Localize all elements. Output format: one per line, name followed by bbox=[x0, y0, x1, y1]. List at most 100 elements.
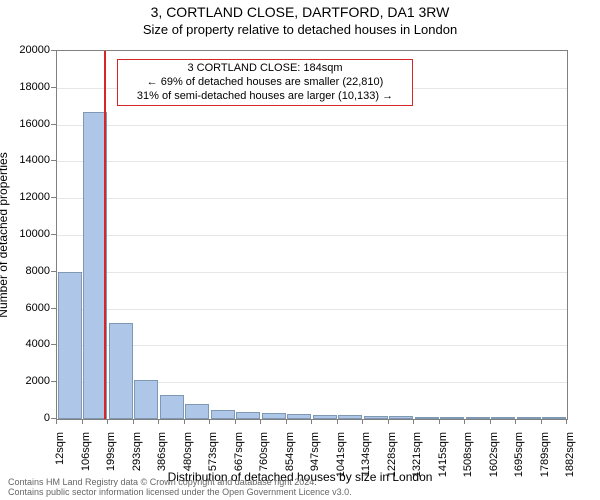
x-tick bbox=[439, 419, 440, 424]
x-tick bbox=[184, 419, 185, 424]
x-tick bbox=[235, 419, 236, 424]
histogram-bar bbox=[211, 410, 235, 419]
gridline bbox=[57, 309, 567, 310]
x-tick-label: 573sqm bbox=[207, 432, 219, 480]
y-tick-label: 18000 bbox=[2, 81, 50, 93]
y-tick bbox=[51, 50, 56, 51]
x-tick-label: 386sqm bbox=[156, 432, 168, 480]
x-tick-label: 760sqm bbox=[258, 432, 270, 480]
x-tick-label: 1789sqm bbox=[539, 432, 551, 480]
annotation-line-2: ← 69% of detached houses are smaller (22… bbox=[124, 76, 406, 90]
chart-subtitle: Size of property relative to detached ho… bbox=[0, 22, 600, 37]
chart-title: 3, CORTLAND CLOSE, DARTFORD, DA1 3RW bbox=[0, 4, 600, 20]
y-tick-label: 4000 bbox=[2, 338, 50, 350]
y-tick-label: 2000 bbox=[2, 375, 50, 387]
y-tick-label: 0 bbox=[2, 412, 50, 424]
histogram-bar bbox=[262, 413, 286, 419]
x-tick-label: 1882sqm bbox=[564, 432, 576, 480]
x-tick bbox=[286, 419, 287, 424]
x-tick-label: 480sqm bbox=[182, 432, 194, 480]
y-tick-label: 14000 bbox=[2, 154, 50, 166]
x-tick bbox=[490, 419, 491, 424]
x-tick bbox=[209, 419, 210, 424]
y-tick bbox=[51, 344, 56, 345]
x-tick-label: 106sqm bbox=[80, 432, 92, 480]
x-tick bbox=[107, 419, 108, 424]
histogram-bar bbox=[185, 404, 209, 419]
gridline bbox=[57, 161, 567, 162]
histogram-bar bbox=[287, 414, 311, 419]
gridline bbox=[57, 235, 567, 236]
histogram-bar bbox=[338, 415, 362, 419]
x-tick bbox=[133, 419, 134, 424]
y-tick bbox=[51, 234, 56, 235]
histogram-bar bbox=[466, 417, 490, 419]
histogram-bar bbox=[236, 412, 260, 419]
property-marker-line bbox=[104, 51, 106, 419]
histogram-bar bbox=[491, 417, 515, 419]
y-tick bbox=[51, 271, 56, 272]
gridline bbox=[57, 272, 567, 273]
x-tick-label: 199sqm bbox=[105, 432, 117, 480]
x-tick bbox=[413, 419, 414, 424]
y-tick-label: 12000 bbox=[2, 191, 50, 203]
annotation-line-3: 31% of semi-detached houses are larger (… bbox=[124, 90, 406, 104]
footer-line-2: Contains public sector information licen… bbox=[8, 488, 352, 498]
y-tick-label: 20000 bbox=[2, 44, 50, 56]
chart-container: 3, CORTLAND CLOSE, DARTFORD, DA1 3RW Siz… bbox=[0, 0, 600, 500]
y-tick-label: 8000 bbox=[2, 265, 50, 277]
x-tick bbox=[362, 419, 363, 424]
annotation-box: 3 CORTLAND CLOSE: 184sqm ← 69% of detach… bbox=[117, 59, 413, 106]
x-tick bbox=[260, 419, 261, 424]
histogram-bar bbox=[542, 417, 566, 419]
x-tick-label: 1228sqm bbox=[386, 432, 398, 480]
x-tick-label: 854sqm bbox=[284, 432, 296, 480]
y-tick bbox=[51, 381, 56, 382]
x-tick bbox=[337, 419, 338, 424]
histogram-bar bbox=[134, 380, 158, 419]
x-tick-label: 1321sqm bbox=[411, 432, 423, 480]
x-tick bbox=[566, 419, 567, 424]
x-tick bbox=[464, 419, 465, 424]
x-tick bbox=[158, 419, 159, 424]
x-tick-label: 947sqm bbox=[309, 432, 321, 480]
histogram-bar bbox=[364, 416, 388, 419]
histogram-bar bbox=[58, 272, 82, 419]
histogram-bar bbox=[313, 415, 337, 419]
y-tick bbox=[51, 87, 56, 88]
x-tick bbox=[541, 419, 542, 424]
footer-attribution: Contains HM Land Registry data © Crown c… bbox=[8, 478, 352, 498]
y-tick-label: 16000 bbox=[2, 118, 50, 130]
x-tick bbox=[311, 419, 312, 424]
x-tick bbox=[56, 419, 57, 424]
histogram-bar bbox=[517, 417, 541, 419]
x-tick-label: 12sqm bbox=[54, 432, 66, 480]
y-tick bbox=[51, 124, 56, 125]
y-tick-label: 6000 bbox=[2, 302, 50, 314]
y-tick bbox=[51, 197, 56, 198]
x-tick-label: 1695sqm bbox=[513, 432, 525, 480]
annotation-line-1: 3 CORTLAND CLOSE: 184sqm bbox=[124, 62, 406, 76]
y-tick bbox=[51, 308, 56, 309]
x-tick-label: 667sqm bbox=[233, 432, 245, 480]
plot-area: 3 CORTLAND CLOSE: 184sqm ← 69% of detach… bbox=[56, 50, 568, 420]
histogram-bar bbox=[109, 323, 133, 419]
histogram-bar bbox=[440, 417, 464, 419]
gridline bbox=[57, 198, 567, 199]
x-tick bbox=[515, 419, 516, 424]
x-tick bbox=[388, 419, 389, 424]
x-tick-label: 1508sqm bbox=[462, 432, 474, 480]
x-tick-label: 293sqm bbox=[131, 432, 143, 480]
gridline bbox=[57, 125, 567, 126]
x-tick-label: 1041sqm bbox=[335, 432, 347, 480]
y-tick-label: 10000 bbox=[2, 228, 50, 240]
histogram-bar bbox=[160, 395, 184, 419]
histogram-bar bbox=[389, 416, 413, 419]
x-tick-label: 1134sqm bbox=[360, 432, 372, 480]
y-tick bbox=[51, 160, 56, 161]
x-tick-label: 1602sqm bbox=[488, 432, 500, 480]
x-tick bbox=[82, 419, 83, 424]
histogram-bar bbox=[415, 417, 439, 419]
x-tick-label: 1415sqm bbox=[437, 432, 449, 480]
gridline bbox=[57, 345, 567, 346]
